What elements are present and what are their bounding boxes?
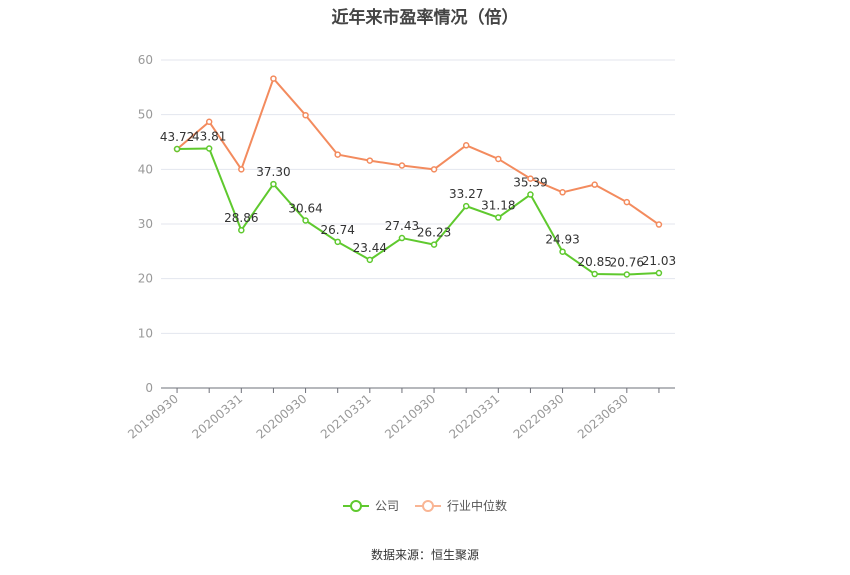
- data-label-company: 31.18: [481, 199, 515, 213]
- data-label-company: 23.44: [353, 241, 387, 255]
- legend-label-company: 公司: [374, 499, 399, 513]
- data-point-company: [238, 226, 245, 234]
- data-point-company: [655, 269, 663, 277]
- data-point-industry: [655, 221, 663, 228]
- data-point-company: [527, 191, 534, 198]
- x-tick-label: 20190930: [125, 392, 181, 442]
- data-label-company: 43.72: [160, 130, 194, 144]
- y-tick-label: 50: [138, 108, 153, 122]
- data-label-company: 26.23: [417, 226, 451, 240]
- data-point-company: [559, 248, 566, 255]
- data-label-company: 30.64: [288, 202, 322, 216]
- data-point-industry: [495, 155, 502, 163]
- data-point-industry: [398, 162, 406, 169]
- y-tick-label: 30: [138, 217, 153, 231]
- legend-item-industry[interactable]: 行业中位数: [415, 497, 507, 514]
- data-point-industry: [527, 175, 534, 182]
- data-point-industry: [559, 189, 566, 196]
- data-source: 数据来源：恒生聚源: [370, 548, 479, 562]
- data-point-industry: [366, 157, 374, 164]
- data-point-company: [302, 217, 309, 224]
- data-point-company: [591, 270, 598, 278]
- data-point-company: [495, 214, 502, 221]
- data-label-company: 20.85: [578, 255, 612, 269]
- data-point-company: [430, 241, 438, 248]
- data-point-company: [334, 238, 341, 246]
- data-point-company: [366, 256, 374, 264]
- data-point-industry: [623, 198, 631, 206]
- x-tick-label: 20200331: [189, 392, 245, 442]
- data-label-company: 21.03: [642, 254, 676, 268]
- data-point-industry: [334, 151, 341, 158]
- data-label-company: 20.76: [610, 256, 644, 270]
- data-label-company: 37.30: [256, 165, 290, 179]
- y-tick-label: 20: [138, 272, 153, 286]
- data-point-company: [205, 145, 213, 152]
- x-tick-label: 20210331: [318, 392, 374, 442]
- x-tick-label: 20210930: [382, 392, 438, 442]
- data-label-company: 26.74: [321, 223, 355, 237]
- data-label-company: 33.27: [449, 187, 483, 201]
- data-point-industry: [591, 181, 598, 188]
- data-point-industry: [302, 111, 309, 119]
- series-layer: [173, 75, 663, 278]
- data-point-company: [398, 234, 406, 242]
- data-point-company: [270, 180, 277, 188]
- legend-item-company[interactable]: 公司: [342, 497, 399, 514]
- data-label-company: 24.93: [545, 233, 579, 247]
- legend: 公司 行业中位数: [0, 497, 850, 514]
- data-label-company: 43.81: [192, 130, 226, 144]
- data-point-industry: [430, 166, 438, 173]
- data-point-company: [173, 145, 181, 153]
- data-label-company: 35.39: [513, 176, 547, 190]
- data-point-company: [462, 202, 470, 210]
- y-tick-label: 0: [145, 381, 153, 395]
- y-tick-label: 40: [138, 162, 153, 176]
- chart-title: 近年来市盈率情况（倍）: [331, 8, 519, 28]
- x-tick-label: 20220930: [511, 392, 567, 442]
- grid-layer: [161, 59, 675, 334]
- x-tick-label: 20220331: [446, 392, 502, 442]
- y-tick-label: 60: [138, 53, 153, 67]
- data-point-company: [623, 271, 631, 278]
- series-line-company: [177, 147, 659, 276]
- legend-swatch-company: [342, 499, 369, 513]
- legend-swatch-industry: [415, 499, 441, 513]
- data-point-industry: [462, 142, 470, 149]
- x-tick-label: 20230630: [575, 392, 631, 442]
- data-point-industry: [205, 118, 213, 126]
- data-label-company: 27.43: [385, 219, 419, 233]
- data-label-company: 28.86: [224, 211, 258, 225]
- x-tick-label: 20200930: [254, 392, 310, 442]
- data-point-industry: [238, 166, 245, 173]
- series-line-industry: [176, 77, 660, 226]
- y-tick-label: 10: [138, 326, 153, 340]
- legend-label-industry: 行业中位数: [447, 499, 508, 513]
- data-point-industry: [270, 75, 277, 82]
